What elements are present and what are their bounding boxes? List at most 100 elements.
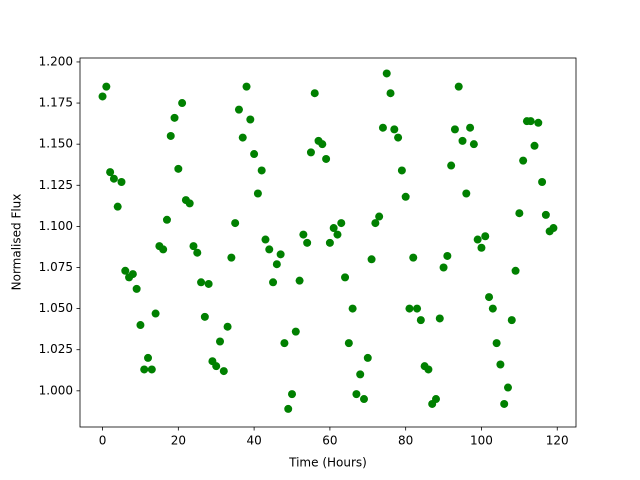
data-point — [234, 105, 243, 114]
data-point — [363, 353, 372, 362]
data-point — [333, 230, 342, 239]
data-point — [299, 230, 308, 239]
x-tick-label: 40 — [246, 434, 261, 448]
data-point — [507, 316, 516, 325]
data-point — [458, 136, 467, 145]
data-point — [359, 395, 368, 404]
data-point — [204, 279, 213, 288]
y-tick-label: 1.125 — [39, 178, 73, 192]
data-point — [223, 322, 232, 331]
data-point — [481, 232, 490, 241]
y-tick-label: 1.150 — [39, 137, 73, 151]
x-tick-label: 120 — [546, 434, 569, 448]
data-point — [409, 253, 418, 262]
data-point — [530, 141, 539, 150]
data-point — [541, 210, 550, 219]
data-point — [280, 339, 289, 348]
y-tick-label: 1.175 — [39, 96, 73, 110]
x-tick-label: 20 — [171, 434, 186, 448]
data-point — [265, 245, 274, 254]
data-point — [276, 250, 285, 259]
y-tick-label: 1.200 — [39, 54, 73, 68]
data-point — [401, 192, 410, 201]
data-point — [284, 404, 293, 413]
data-point — [291, 327, 300, 336]
data-point — [473, 235, 482, 244]
data-point — [344, 339, 353, 348]
data-point — [367, 255, 376, 264]
data-point — [242, 82, 251, 91]
data-point — [416, 316, 425, 325]
data-point — [352, 390, 361, 399]
data-point — [378, 123, 387, 132]
data-point — [394, 133, 403, 142]
x-tick-label: 0 — [99, 434, 107, 448]
data-point — [144, 353, 153, 362]
data-point — [462, 189, 471, 198]
y-axis-label: Normalised Flux — [10, 194, 24, 291]
data-point — [159, 245, 168, 254]
data-point — [500, 399, 509, 408]
data-point — [272, 260, 281, 269]
data-point — [496, 360, 505, 369]
y-tick-label: 1.100 — [39, 219, 73, 233]
data-point — [431, 395, 440, 404]
data-point — [488, 304, 497, 313]
data-point — [288, 390, 297, 399]
data-point — [485, 293, 494, 302]
data-point — [492, 339, 501, 348]
data-point — [257, 166, 266, 175]
data-point — [227, 253, 236, 262]
data-point — [102, 82, 111, 91]
data-point — [390, 125, 399, 134]
data-point — [109, 174, 118, 183]
data-point — [136, 321, 145, 330]
data-point — [447, 161, 456, 170]
data-point — [132, 284, 141, 293]
data-point — [405, 304, 414, 313]
data-point — [246, 115, 255, 124]
data-point — [511, 266, 520, 275]
data-point — [386, 89, 395, 98]
data-point — [526, 117, 535, 126]
data-point — [261, 235, 270, 244]
data-point — [121, 266, 130, 275]
data-point — [250, 150, 259, 159]
data-point — [166, 131, 175, 140]
data-point — [443, 251, 452, 260]
y-tick-label: 1.075 — [39, 260, 73, 274]
data-point — [253, 189, 262, 198]
data-point — [454, 82, 463, 91]
data-point — [341, 273, 350, 282]
data-point — [269, 278, 278, 287]
data-point — [219, 367, 228, 376]
data-point — [356, 370, 365, 379]
data-point — [231, 219, 240, 228]
data-point — [534, 118, 543, 127]
data-point — [170, 113, 179, 122]
data-point — [162, 215, 171, 224]
data-point — [371, 219, 380, 228]
data-point — [469, 140, 478, 149]
x-tick-label: 100 — [470, 434, 493, 448]
data-point — [519, 156, 528, 165]
data-point — [193, 248, 202, 257]
data-point — [549, 224, 558, 233]
data-point — [503, 383, 512, 392]
axes-frame — [79, 57, 577, 428]
data-point — [466, 123, 475, 132]
data-point — [185, 199, 194, 208]
data-point — [295, 276, 304, 285]
data-point — [325, 238, 334, 247]
x-tick-label: 80 — [398, 434, 413, 448]
data-point — [450, 125, 459, 134]
data-point — [98, 92, 107, 101]
data-point — [310, 89, 319, 98]
data-point — [216, 337, 225, 346]
data-point — [189, 242, 198, 251]
data-point — [113, 202, 122, 211]
data-point — [382, 69, 391, 78]
data-point — [303, 238, 312, 247]
x-tick-label: 60 — [322, 434, 337, 448]
